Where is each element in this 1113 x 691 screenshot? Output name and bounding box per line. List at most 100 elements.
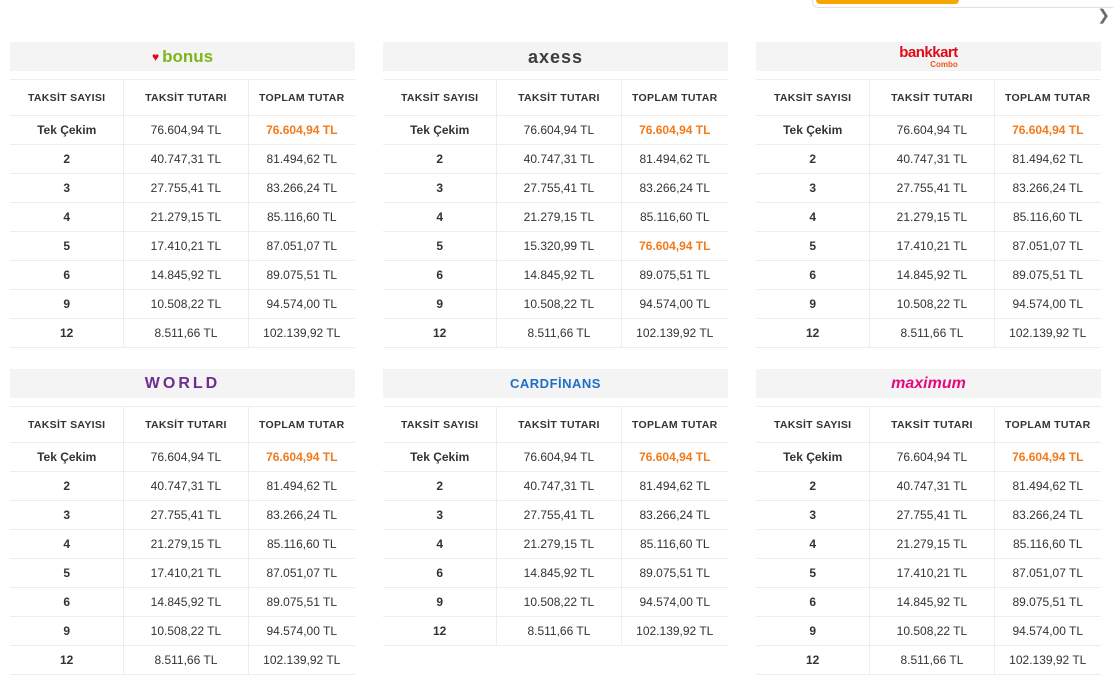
taksit-sayisi-cell: 4 — [756, 202, 871, 232]
taksit-sayisi-cell: 12 — [10, 318, 125, 348]
taksit-sayisi-cell: 9 — [756, 616, 871, 646]
toplam-tutar-cell: 102.139,92 TL — [248, 318, 355, 348]
toplam-tutar-cell: 94.574,00 TL — [621, 587, 728, 617]
toplam-tutar-cell: 76.604,94 TL — [621, 115, 728, 145]
column-header: TOPLAM TUTAR — [248, 406, 355, 443]
cardfinans-logo: CARDFİNANS — [510, 377, 601, 390]
table-row: 2 40.747,31 TL 81.494,62 TL — [756, 471, 1101, 501]
toplam-tutar-cell: 81.494,62 TL — [621, 471, 728, 501]
column-header: TAKSİT TUTARI — [496, 79, 622, 116]
next-arrow-icon[interactable]: ❯ — [1097, 7, 1110, 24]
table-row: Tek Çekim 76.604,94 TL 76.604,94 TL — [10, 115, 355, 145]
taksit-sayisi-cell: 3 — [383, 173, 498, 203]
taksit-sayisi-cell: 9 — [756, 289, 871, 319]
taksit-tutari-cell: 17.410,21 TL — [123, 558, 249, 588]
taksit-sayisi-cell: 6 — [10, 587, 125, 617]
taksit-sayisi-cell: 2 — [10, 144, 125, 174]
taksit-sayisi-cell: 3 — [383, 500, 498, 530]
toplam-tutar-cell: 89.075,51 TL — [248, 587, 355, 617]
table-row: 9 10.508,22 TL 94.574,00 TL — [756, 289, 1101, 319]
taksit-sayisi-cell: 12 — [383, 318, 498, 348]
installment-table: TAKSİT SAYISI TAKSİT TUTARI TOPLAM TUTAR T… — [383, 79, 728, 348]
table-row: 2 40.747,31 TL 81.494,62 TL — [756, 144, 1101, 174]
toplam-tutar-cell: 85.116,60 TL — [248, 202, 355, 232]
toplam-tutar-cell: 87.051,07 TL — [248, 558, 355, 588]
toplam-tutar-cell: 76.604,94 TL — [248, 442, 355, 472]
toplam-tutar-cell: 76.604,94 TL — [621, 231, 728, 261]
toplam-tutar-cell: 81.494,62 TL — [248, 144, 355, 174]
table-row: 9 10.508,22 TL 94.574,00 TL — [383, 587, 728, 617]
toplam-tutar-cell: 81.494,62 TL — [994, 471, 1101, 501]
table-row: 6 14.845,92 TL 89.075,51 TL — [10, 587, 355, 617]
table-row: Tek Çekim 76.604,94 TL 76.604,94 TL — [383, 115, 728, 145]
brand-label: bankkart — [899, 43, 958, 61]
taksit-tutari-cell: 10.508,22 TL — [496, 289, 622, 319]
column-header: TAKSİT TUTARI — [869, 406, 995, 443]
toplam-tutar-cell: 83.266,24 TL — [248, 173, 355, 203]
taksit-sayisi-cell: 6 — [756, 587, 871, 617]
taksit-sayisi-cell: 6 — [10, 260, 125, 290]
toplam-tutar-cell: 87.051,07 TL — [248, 231, 355, 261]
toplam-tutar-cell: 89.075,51 TL — [621, 260, 728, 290]
table-body: Tek Çekim 76.604,94 TL 76.604,94 TL 2 40.747… — [10, 442, 355, 675]
taksit-tutari-cell: 27.755,41 TL — [496, 173, 622, 203]
brand-header: axess — [383, 42, 728, 71]
table-row: 12 8.511,66 TL 102.139,92 TL — [383, 616, 728, 646]
toplam-tutar-cell: 83.266,24 TL — [994, 500, 1101, 530]
taksit-sayisi-cell: Tek Çekim — [10, 442, 125, 472]
brand-header: ♥ bonus — [10, 42, 355, 71]
taksit-sayisi-cell: 3 — [10, 173, 125, 203]
table-row: 12 8.511,66 TL 102.139,92 TL — [10, 318, 355, 348]
brand-label: WORLD — [144, 374, 221, 392]
taksit-tutari-cell: 21.279,15 TL — [869, 202, 995, 232]
table-row: 2 40.747,31 TL 81.494,62 TL — [10, 144, 355, 174]
toplam-tutar-cell: 89.075,51 TL — [994, 587, 1101, 617]
taksit-sayisi-cell: Tek Çekim — [383, 442, 498, 472]
column-header: TAKSİT SAYISI — [10, 406, 125, 443]
table-row: 4 21.279,15 TL 85.116,60 TL — [756, 202, 1101, 232]
installment-table: TAKSİT SAYISI TAKSİT TUTARI TOPLAM TUTAR T… — [756, 406, 1101, 675]
table-row: 4 21.279,15 TL 85.116,60 TL — [383, 529, 728, 559]
taksit-sayisi-cell: 4 — [383, 529, 498, 559]
bankkart-logo: bankkart Combo — [899, 45, 958, 69]
taksit-sayisi-cell: 2 — [383, 144, 498, 174]
taksit-tutari-cell: 8.511,66 TL — [869, 318, 995, 348]
toplam-tutar-cell: 81.494,62 TL — [994, 144, 1101, 174]
cutoff-tab[interactable] — [812, 0, 1113, 8]
taksit-sayisi-cell: Tek Çekim — [756, 115, 871, 145]
table-row: 12 8.511,66 TL 102.139,92 TL — [10, 645, 355, 675]
installment-card: ♥ bonus TAKSİT SAYISI TAKSİT TUTARI TOPLAM … — [10, 42, 355, 348]
table-row: 4 21.279,15 TL 85.116,60 TL — [10, 202, 355, 232]
table-row: 12 8.511,66 TL 102.139,92 TL — [756, 645, 1101, 675]
toplam-tutar-cell: 85.116,60 TL — [621, 202, 728, 232]
taksit-tutari-cell: 14.845,92 TL — [123, 587, 249, 617]
taksit-tutari-cell: 76.604,94 TL — [496, 442, 622, 472]
taksit-tutari-cell: 40.747,31 TL — [123, 144, 249, 174]
column-header: TAKSİT SAYISI — [383, 406, 498, 443]
column-header-row: TAKSİT SAYISI TAKSİT TUTARI TOPLAM TUTAR — [756, 406, 1101, 443]
table-row: 3 27.755,41 TL 83.266,24 TL — [756, 500, 1101, 530]
brand-label: bonus — [162, 47, 214, 66]
axess-logo: axess — [528, 48, 583, 66]
taksit-tutari-cell: 76.604,94 TL — [496, 115, 622, 145]
brand-header: maximum — [756, 369, 1101, 398]
taksit-tutari-cell: 21.279,15 TL — [123, 202, 249, 232]
installment-card: CARDFİNANS TAKSİT SAYISI TAKSİT TUTARI TOP… — [383, 369, 728, 646]
toplam-tutar-cell: 102.139,92 TL — [994, 645, 1101, 675]
toplam-tutar-cell: 87.051,07 TL — [994, 558, 1101, 588]
column-header: TAKSİT TUTARI — [123, 406, 249, 443]
toplam-tutar-cell: 102.139,92 TL — [248, 645, 355, 675]
table-row: 5 17.410,21 TL 87.051,07 TL — [756, 558, 1101, 588]
taksit-sayisi-cell: 3 — [10, 500, 125, 530]
column-header: TAKSİT SAYISI — [756, 79, 871, 116]
taksit-tutari-cell: 27.755,41 TL — [496, 500, 622, 530]
maximum-logo: maximum — [891, 375, 966, 392]
taksit-tutari-cell: 40.747,31 TL — [496, 144, 622, 174]
top-strip: ❯ — [0, 0, 1113, 34]
table-row: 3 27.755,41 TL 83.266,24 TL — [756, 173, 1101, 203]
toplam-tutar-cell: 94.574,00 TL — [621, 289, 728, 319]
toplam-tutar-cell: 85.116,60 TL — [994, 529, 1101, 559]
toplam-tutar-cell: 76.604,94 TL — [248, 115, 355, 145]
toplam-tutar-cell: 76.604,94 TL — [994, 115, 1101, 145]
taksit-sayisi-cell: 12 — [383, 616, 498, 646]
